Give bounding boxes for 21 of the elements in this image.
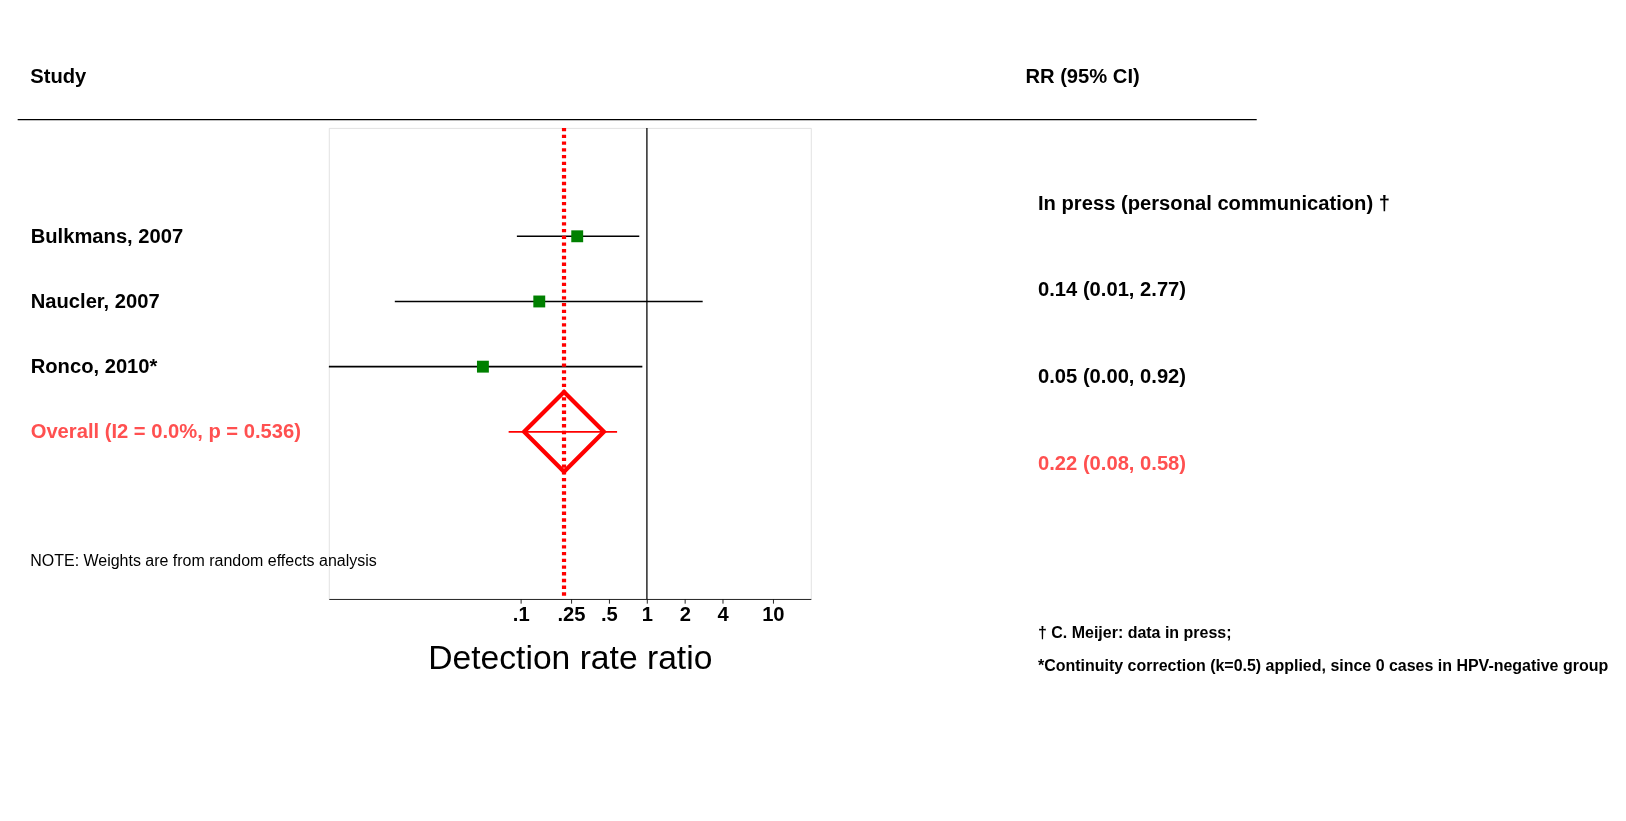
text: RR (95% CI) xyxy=(1025,65,1140,88)
y-tick-label: Overall (I2 = 0.0%, p = 0.536) xyxy=(30,420,301,443)
x-tick-label: .1 xyxy=(512,603,530,626)
x-tick-label: 2 xyxy=(679,603,691,626)
x-tick-label: 1 xyxy=(641,603,653,626)
text: 0.05 (0.00, 0.92) xyxy=(1038,365,1187,388)
text: NOTE: Weights are from random effects analysis xyxy=(30,552,377,570)
y-tick-label: Bulkmans, 2007 xyxy=(30,224,184,247)
text: 0.22 (0.08, 0.58) xyxy=(1038,452,1187,475)
y-tick-label: Ronco, 2010* xyxy=(30,354,158,377)
y-tick-label: Naucler, 2007 xyxy=(30,289,160,312)
x-tick-label: 4 xyxy=(717,603,730,626)
x-axis-title: Detection rate ratio xyxy=(428,639,713,677)
x-tick-label: 10 xyxy=(762,603,785,626)
text: Study xyxy=(30,65,88,88)
x-tick-label: .5 xyxy=(600,603,618,626)
x-tick-label: .25 xyxy=(557,603,586,626)
text: In press (personal communication) † xyxy=(1038,191,1390,214)
text: 0.14 (0.01, 2.77) xyxy=(1038,278,1187,301)
text: † C. Meijer: data in press; xyxy=(1038,623,1232,641)
text: *Continuity correction (k=0.5) applied, since 0 cases in HPV-negative group xyxy=(1038,657,1609,675)
